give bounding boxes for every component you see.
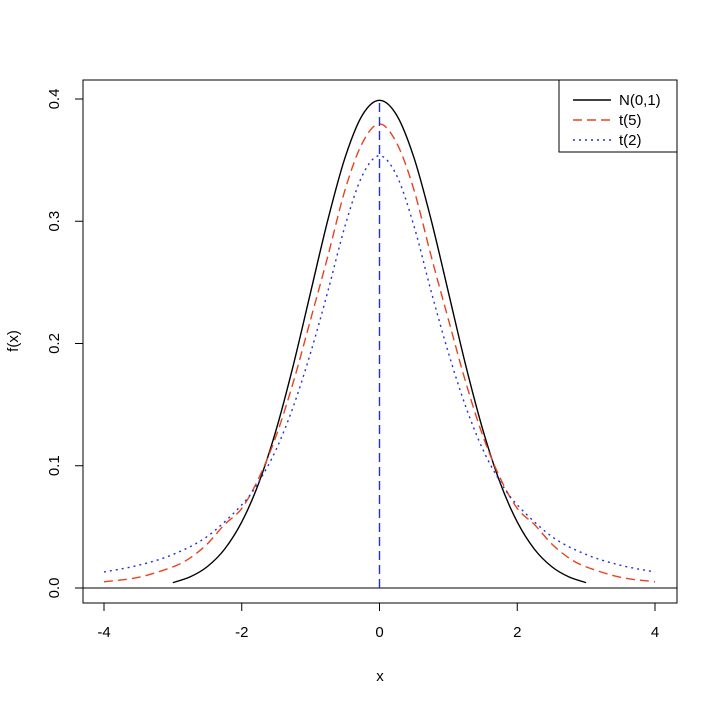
x-tick-label: 0	[375, 624, 383, 641]
y-tick-label: 0.0	[46, 578, 63, 599]
legend-label: N(0,1)	[619, 92, 661, 109]
legend-label: t(2)	[619, 132, 642, 149]
x-tick-label: 4	[651, 624, 659, 641]
axes: -4 -2 0 2 4 0.0 0.1 0.2 0.3 0.4	[46, 89, 659, 641]
x-tick-label: -2	[235, 624, 248, 641]
legend-box	[558, 79, 678, 153]
y-tick-label: 0.3	[46, 211, 63, 232]
x-tick-label: 2	[513, 624, 521, 641]
series-line-n-0-1	[172, 99, 587, 584]
legend: N(0,1) t(5) t(2)	[558, 79, 678, 153]
x-axis-title: x	[376, 668, 384, 685]
series-lines	[83, 99, 677, 589]
y-axis-title: f(x)	[5, 330, 22, 352]
x-tick-label: -4	[97, 624, 110, 641]
series-line-t-2	[103, 155, 656, 573]
y-tick-label: 0.2	[46, 333, 63, 354]
legend-label: t(5)	[619, 112, 642, 129]
y-tick-label: 0.1	[46, 455, 63, 476]
y-tick-label: 0.4	[46, 89, 63, 110]
